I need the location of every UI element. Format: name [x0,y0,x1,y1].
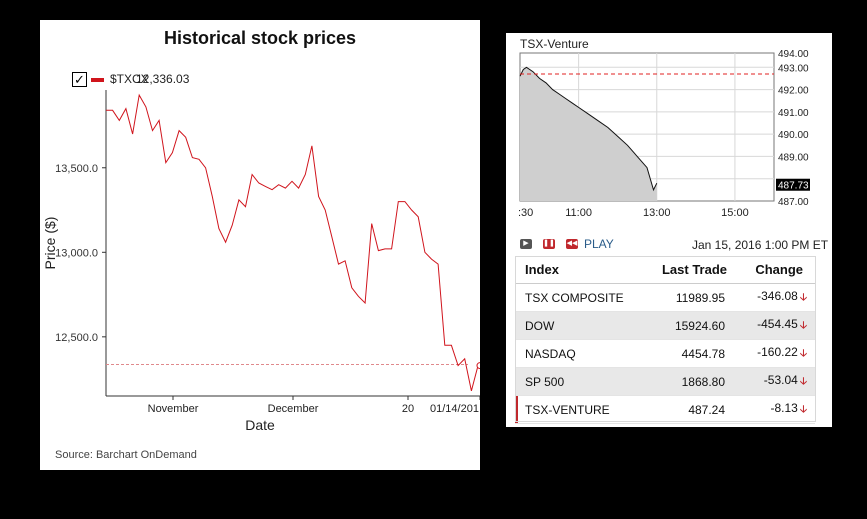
table-row-selected[interactable]: TSX-VENTURE 487.24 -8.13 🡣 [515,395,815,424]
current-value-box [776,178,810,191]
index-table: Index Last Trade Change TSX COMPOSITE 11… [515,256,815,424]
playback-controls: ▶ ❚❚ ◀◀ PLAY Jan 15, 2016 1:00 PM ET [520,237,828,253]
change-cell: -53.04 🡣 [735,367,815,396]
x-tick-label: :30 [518,207,533,219]
x-tick-label: 15:00 [721,207,749,219]
last-trade: 487.24 [639,395,736,424]
y-tick-label: 490.00 [778,130,809,141]
change-value: -8.13 [770,400,798,415]
y-tick-label: 492.00 [778,86,809,97]
price-series-line [106,93,479,392]
change-value: -454.45 [757,316,798,331]
play-icon[interactable]: ▶ [520,239,532,249]
table-row[interactable]: TSX COMPOSITE 11989.95 -346.08 🡣 [515,283,815,312]
last-trade: 4454.78 [639,339,736,368]
table-row[interactable]: DOW 15924.60 -454.45 🡣 [515,311,815,340]
column-header-index[interactable]: Index [515,256,640,284]
index-name: TSX COMPOSITE [515,283,640,312]
x-tick-label: 11:00 [565,207,592,219]
table-row[interactable]: NASDAQ 4454.78 -160.22 🡣 [515,339,815,368]
series-color-swatch [91,78,104,82]
timestamp: Jan 15, 2016 1:00 PM ET [692,238,829,252]
change-value: -53.04 [763,372,798,387]
chart-source: Source: Barchart OnDemand [55,449,197,461]
change-cell: -160.22 🡣 [735,339,815,368]
historical-price-chart[interactable]: 12,500.0 13,000.0 13,500.0 November December… [40,20,480,450]
y-axis-title: Price ($) [42,217,58,270]
column-header-change[interactable]: Change [735,256,815,284]
y-tick-label: 12,500.0 [55,332,98,344]
index-name: NASDAQ [515,339,640,368]
last-trade: 15924.60 [639,311,736,340]
y-tick-label: 494.00 [778,49,809,60]
pause-icon[interactable]: ❚❚ [543,239,555,249]
x-tick-label: November [148,403,199,415]
y-tick-label: 491.00 [778,108,809,119]
y-tick-label: 13,500.0 [55,163,98,175]
historical-chart-panel: Historical stock prices ✓ $TXCX 12,336.0… [40,20,480,470]
market-widget-panel: TSX-Venture 494.00 493.00 492.00 491.00 490.0… [506,33,832,427]
table-row[interactable]: SP 500 1868.80 -53.04 🡣 [515,367,815,396]
x-tick-label: December [268,403,319,415]
x-tick-label: 13:00 [643,207,671,219]
play-link[interactable]: PLAY [584,237,614,251]
intraday-chart[interactable]: TSX-Venture 494.00 493.00 492.00 491.00 490.0… [506,33,832,229]
change-cell: -8.13 🡣 [735,395,815,424]
intraday-title: TSX-Venture [520,37,589,51]
down-arrow-icon: 🡣 [799,375,807,387]
change-value: -346.08 [757,288,798,303]
chart-title: Historical stock prices [163,28,357,48]
change-value: -160.22 [757,344,798,359]
y-tick-label: 13,000.0 [55,247,98,259]
change-cell: -346.08 🡣 [735,283,815,312]
series-toggle-checkbox[interactable]: ✓ [72,72,87,87]
index-name: SP 500 [515,367,640,396]
down-arrow-icon: 🡣 [799,347,807,359]
column-header-last-trade[interactable]: Last Trade [639,256,736,284]
down-arrow-icon: 🡣 [799,291,807,303]
index-name: TSX-VENTURE [515,395,640,424]
y-tick-label: 487.00 [778,197,809,208]
series-ticker: $TXCX [110,72,149,86]
index-name: DOW [515,311,640,340]
y-tick-label: 489.00 [778,152,809,163]
change-cell: -454.45 🡣 [735,311,815,340]
x-tick-label: 20 [402,403,414,415]
x-tick-label: 01/14/201 [430,403,479,415]
y-tick-label: 493.00 [778,63,809,74]
rewind-icon[interactable]: ◀◀ [566,239,578,249]
intraday-line [519,66,658,192]
last-trade: 11989.95 [639,283,736,312]
x-axis-title: Date [245,417,275,433]
last-point-marker [476,362,480,370]
series-last-value: 12,336.03 [136,72,190,86]
down-arrow-icon: 🡣 [799,319,807,331]
current-value-label: 487.73 [778,181,809,192]
intraday-area [520,67,657,201]
down-arrow-icon: 🡣 [799,403,807,415]
last-trade: 1868.80 [639,367,736,396]
